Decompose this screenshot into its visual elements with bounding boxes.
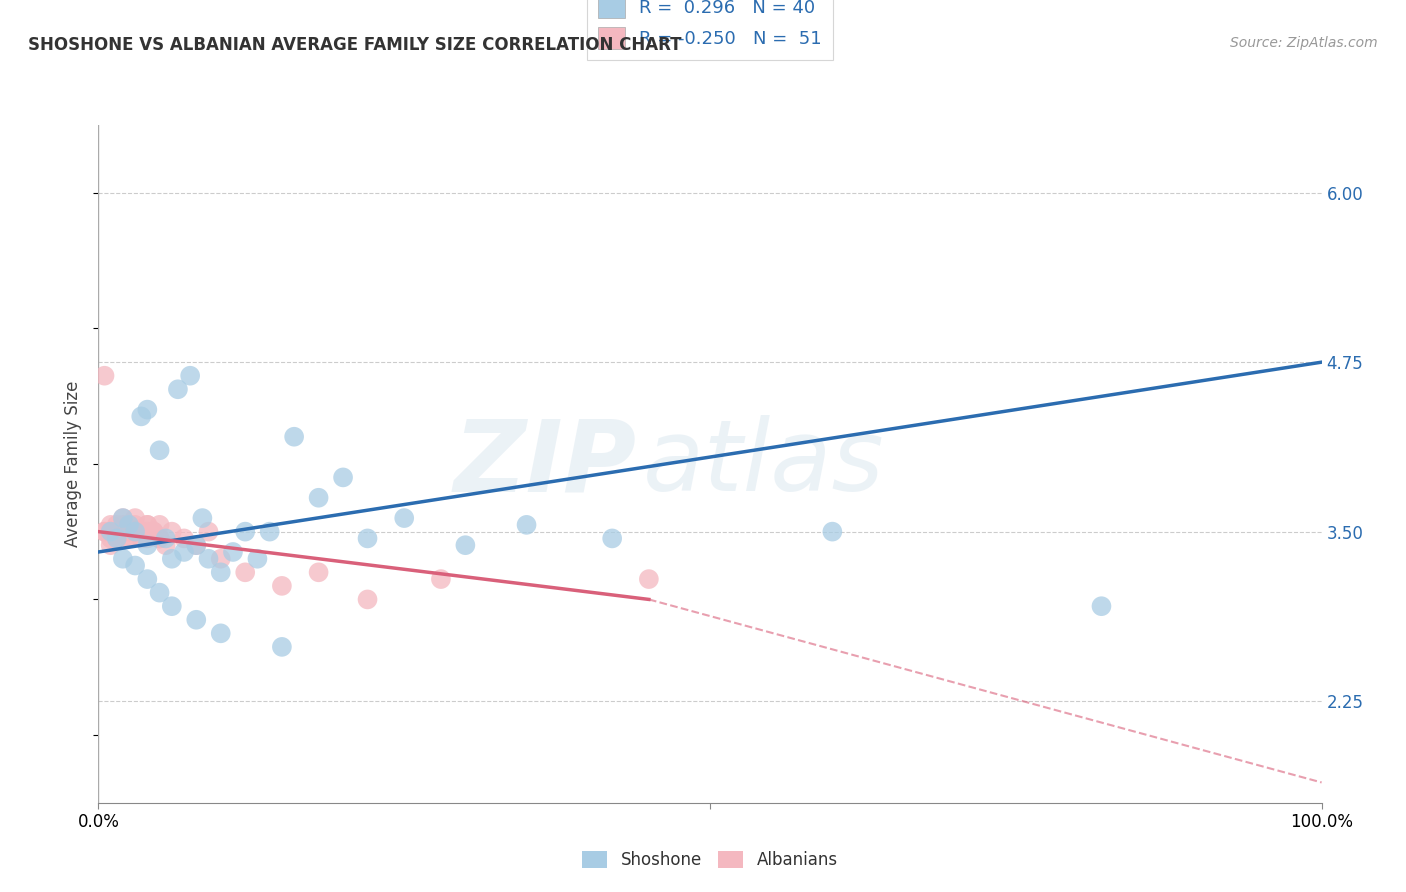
Point: [129, 532, 152, 546]
Point: [111, 511, 134, 525]
Point: [100, 524, 122, 539]
Text: ZIP: ZIP: [454, 416, 637, 512]
Point: [246, 551, 269, 566]
Point: [160, 551, 183, 566]
Point: [100, 532, 122, 546]
Point: [356, 592, 378, 607]
Point: [270, 579, 294, 593]
Point: [100, 517, 122, 532]
Point: [515, 517, 537, 532]
Point: [283, 430, 305, 444]
Point: [111, 517, 134, 532]
Point: [129, 409, 152, 424]
Point: [186, 538, 208, 552]
Point: [155, 532, 177, 546]
Point: [118, 517, 141, 532]
Point: [118, 532, 141, 546]
Point: [173, 532, 195, 546]
Point: [270, 640, 294, 654]
Point: [430, 572, 453, 586]
Point: [136, 402, 159, 417]
Point: [222, 545, 245, 559]
Point: [136, 532, 159, 546]
Point: [124, 524, 146, 539]
Point: [124, 558, 146, 573]
Point: [454, 538, 477, 552]
Point: [1090, 599, 1112, 614]
Text: atlas: atlas: [643, 416, 884, 512]
Point: [111, 524, 134, 539]
Y-axis label: Average Family Size: Average Family Size: [65, 381, 83, 547]
Point: [93, 524, 115, 539]
Point: [136, 538, 159, 552]
Point: [105, 532, 128, 546]
Point: [167, 382, 190, 396]
Point: [149, 532, 172, 546]
Point: [259, 524, 281, 539]
Point: [160, 524, 183, 539]
Point: [105, 524, 128, 539]
Point: [105, 532, 128, 546]
Point: [142, 524, 165, 539]
Point: [149, 532, 172, 546]
Point: [600, 532, 623, 546]
Point: [186, 613, 208, 627]
Point: [308, 491, 330, 505]
Point: [209, 551, 232, 566]
Point: [111, 511, 134, 525]
Point: [124, 517, 146, 532]
Point: [118, 524, 141, 539]
Point: [111, 524, 134, 539]
Point: [179, 368, 201, 383]
Point: [105, 532, 128, 546]
Point: [129, 524, 152, 539]
Point: [93, 368, 115, 383]
Point: [392, 511, 416, 525]
Point: [160, 599, 183, 614]
Legend: Shoshone, Albanians: Shoshone, Albanians: [575, 845, 845, 876]
Point: [118, 517, 141, 532]
Point: [209, 626, 232, 640]
Point: [105, 517, 128, 532]
Point: [149, 517, 172, 532]
Point: [233, 566, 256, 580]
Point: [308, 566, 330, 580]
Point: [186, 538, 208, 552]
Point: [142, 524, 165, 539]
Point: [142, 524, 165, 539]
Point: [149, 585, 172, 599]
Point: [233, 524, 256, 539]
Point: [124, 524, 146, 539]
Point: [821, 524, 844, 539]
Point: [209, 566, 232, 580]
Point: [142, 524, 165, 539]
Point: [173, 545, 195, 559]
Point: [124, 511, 146, 525]
Point: [93, 524, 115, 539]
Point: [149, 443, 172, 458]
Point: [129, 524, 152, 539]
Point: [124, 524, 146, 539]
Point: [356, 532, 378, 546]
Point: [149, 532, 172, 546]
Point: [136, 572, 159, 586]
Text: Source: ZipAtlas.com: Source: ZipAtlas.com: [1230, 36, 1378, 50]
Point: [111, 551, 134, 566]
Point: [332, 470, 354, 484]
Text: SHOSHONE VS ALBANIAN AVERAGE FAMILY SIZE CORRELATION CHART: SHOSHONE VS ALBANIAN AVERAGE FAMILY SIZE…: [28, 36, 682, 54]
Point: [136, 524, 159, 539]
Point: [100, 524, 122, 539]
Point: [118, 532, 141, 546]
Point: [197, 524, 219, 539]
Point: [136, 517, 159, 532]
Point: [638, 572, 661, 586]
Point: [136, 517, 159, 532]
Point: [197, 551, 219, 566]
Point: [100, 538, 122, 552]
Point: [191, 511, 214, 525]
Point: [155, 538, 177, 552]
Point: [129, 524, 152, 539]
